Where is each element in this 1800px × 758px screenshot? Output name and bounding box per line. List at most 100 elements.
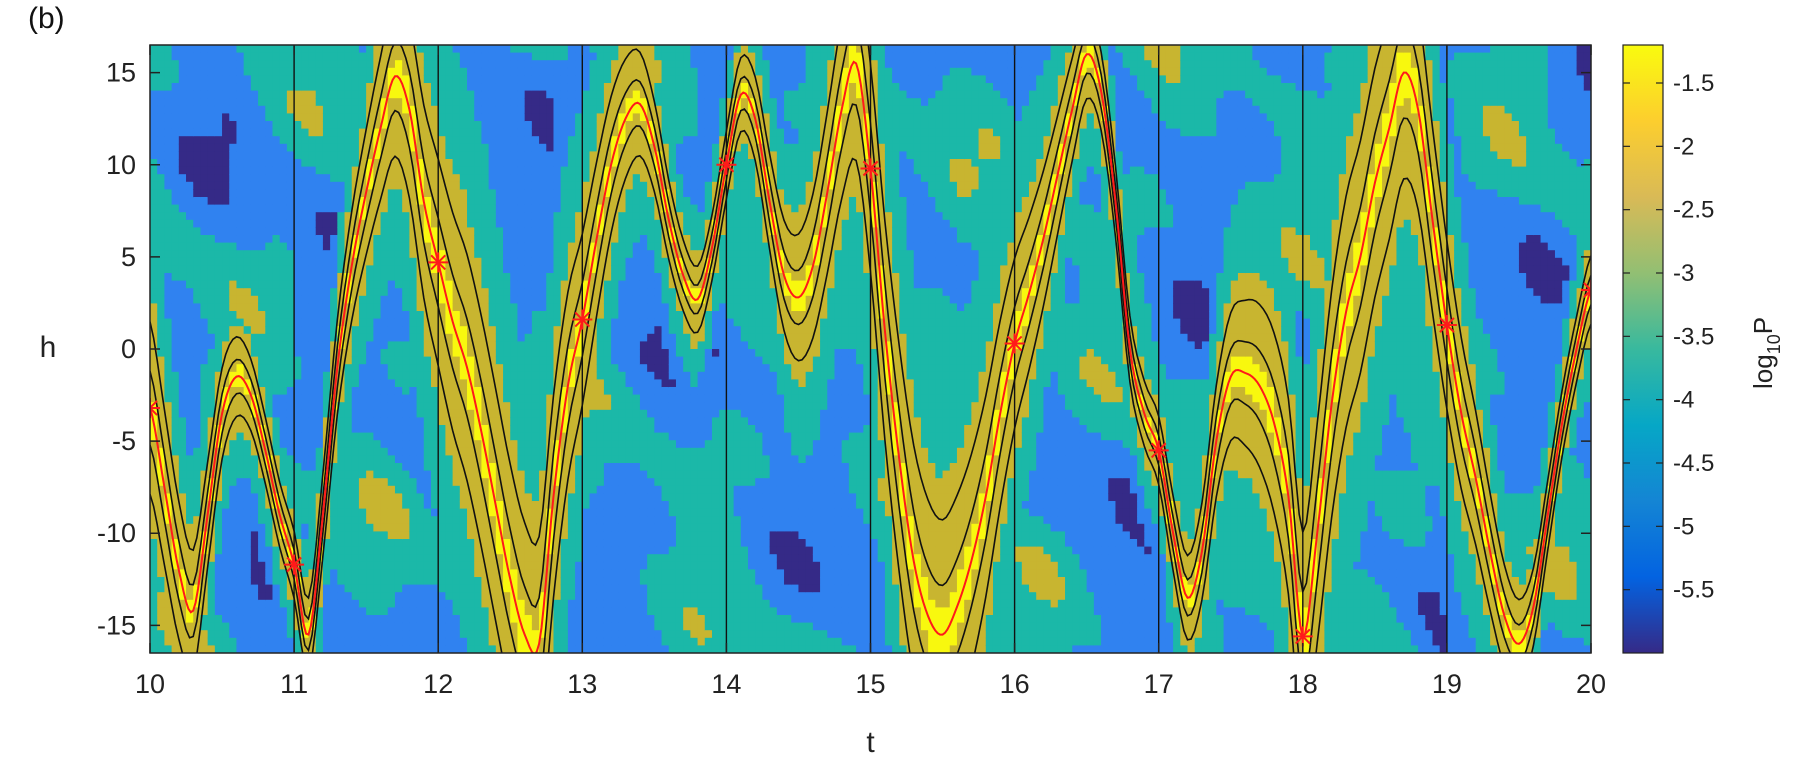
field-cell bbox=[178, 166, 187, 175]
field-cell bbox=[575, 151, 583, 160]
field-cell bbox=[438, 121, 446, 130]
field-cell bbox=[157, 485, 166, 494]
field-cell bbox=[380, 280, 389, 289]
field-cell bbox=[575, 622, 583, 631]
field-cell bbox=[214, 349, 223, 358]
field-cell bbox=[445, 128, 454, 137]
field-cell bbox=[207, 98, 216, 107]
field-cell bbox=[524, 159, 533, 168]
field-cell bbox=[531, 159, 540, 168]
field-cell bbox=[186, 83, 194, 92]
field-cell bbox=[229, 257, 238, 266]
field-cell bbox=[258, 273, 266, 282]
field-cell bbox=[157, 364, 166, 373]
field-cell bbox=[387, 592, 396, 601]
field-cell bbox=[409, 394, 418, 403]
field-cell bbox=[250, 52, 259, 61]
field-cell bbox=[488, 303, 497, 312]
field-cell bbox=[467, 508, 475, 517]
field-cell bbox=[531, 235, 540, 244]
field-cell bbox=[596, 174, 605, 183]
field-cell bbox=[286, 409, 295, 418]
field-cell bbox=[164, 52, 173, 61]
field-cell bbox=[186, 470, 194, 479]
field-cell bbox=[150, 166, 158, 175]
field-cell bbox=[366, 341, 374, 350]
field-cell bbox=[186, 189, 194, 198]
field-cell bbox=[582, 143, 591, 152]
field-cell bbox=[373, 90, 382, 99]
field-cell bbox=[186, 531, 194, 540]
field-cell bbox=[322, 599, 331, 608]
field-cell bbox=[351, 645, 360, 653]
field-cell bbox=[474, 432, 483, 441]
field-cell bbox=[272, 75, 281, 84]
field-cell bbox=[524, 470, 533, 479]
field-cell bbox=[402, 493, 410, 502]
field-cell bbox=[510, 523, 519, 532]
field-cell bbox=[330, 273, 338, 282]
field-cell bbox=[286, 151, 295, 160]
field-cell bbox=[546, 105, 555, 114]
field-cell bbox=[337, 364, 346, 373]
field-cell bbox=[387, 83, 396, 92]
field-cell bbox=[438, 485, 446, 494]
field-cell bbox=[459, 356, 468, 365]
field-cell bbox=[373, 333, 382, 342]
field-cell bbox=[387, 242, 396, 251]
field-cell bbox=[222, 113, 230, 122]
field-cell bbox=[294, 45, 302, 54]
field-cell bbox=[157, 257, 166, 266]
field-cell bbox=[186, 637, 194, 646]
field-cell bbox=[207, 242, 216, 251]
field-cell bbox=[589, 113, 598, 122]
field-cell bbox=[394, 379, 403, 388]
field-cell bbox=[279, 128, 288, 137]
field-cell bbox=[373, 295, 382, 304]
field-cell bbox=[301, 425, 310, 434]
field-cell bbox=[387, 235, 396, 244]
field-cell bbox=[236, 174, 245, 183]
field-cell bbox=[596, 295, 605, 304]
field-cell bbox=[402, 235, 410, 244]
field-cell bbox=[157, 615, 166, 624]
field-cell bbox=[438, 645, 446, 653]
field-cell bbox=[438, 90, 446, 99]
field-cell bbox=[409, 546, 418, 555]
field-cell bbox=[546, 121, 555, 130]
field-cell bbox=[438, 311, 446, 320]
field-cell bbox=[546, 181, 555, 190]
field-cell bbox=[416, 432, 425, 441]
field-cell bbox=[164, 121, 173, 130]
field-cell bbox=[171, 151, 180, 160]
field-cell bbox=[567, 516, 576, 525]
field-cell bbox=[157, 174, 166, 183]
field-cell bbox=[524, 364, 533, 373]
field-cell bbox=[344, 75, 353, 84]
field-cell bbox=[546, 402, 555, 411]
field-cell bbox=[524, 577, 533, 586]
field-cell bbox=[272, 592, 281, 601]
field-cell bbox=[373, 349, 382, 358]
field-cell bbox=[524, 561, 533, 570]
field-cell bbox=[315, 174, 324, 183]
field-cell bbox=[510, 318, 519, 327]
field-cell bbox=[193, 295, 202, 304]
field-cell bbox=[308, 250, 317, 259]
field-cell bbox=[546, 508, 555, 517]
field-cell bbox=[229, 501, 238, 510]
field-cell bbox=[157, 630, 166, 639]
field-cell bbox=[157, 159, 166, 168]
field-cell bbox=[222, 577, 230, 586]
field-cell bbox=[243, 637, 252, 646]
field-cell bbox=[214, 485, 223, 494]
field-cell bbox=[258, 242, 266, 251]
field-cell bbox=[322, 630, 331, 639]
field-cell bbox=[150, 136, 158, 145]
field-cell bbox=[258, 136, 266, 145]
field-cell bbox=[207, 318, 216, 327]
field-cell bbox=[560, 341, 569, 350]
field-cell bbox=[474, 326, 483, 335]
field-cell bbox=[495, 227, 504, 236]
field-cell bbox=[178, 151, 187, 160]
